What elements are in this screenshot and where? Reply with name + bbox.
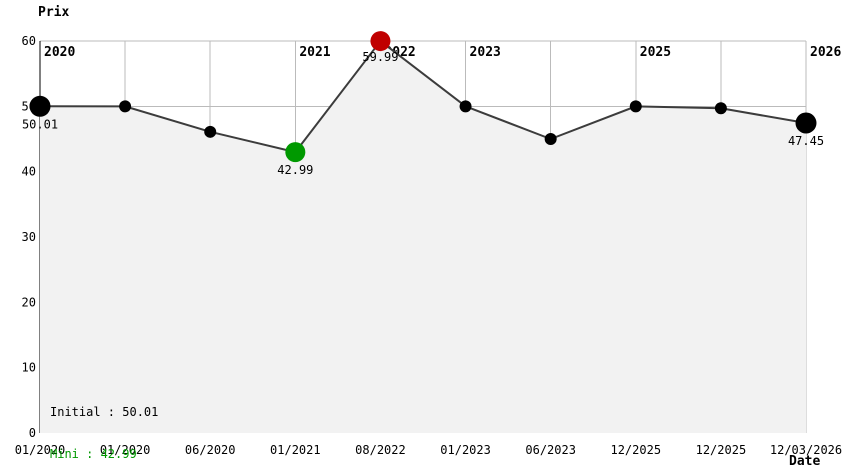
y-axis-title: Prix <box>38 5 70 20</box>
y-tick-label: 40 <box>22 165 36 179</box>
x-tick-label: 12/03/2026 <box>770 443 842 457</box>
area-fill <box>40 41 806 433</box>
x-tick-label: 12/2025 <box>610 443 661 457</box>
x-tick-label: 08/2022 <box>355 443 406 457</box>
point-value-label: 47.45 <box>788 134 824 148</box>
legend-initial: Initial : 50.01 <box>50 405 159 419</box>
legend: Initial : 50.01 Mini : 42.99 Max : 59.99… <box>50 377 158 474</box>
y-tick-label: 20 <box>22 295 36 309</box>
data-point-min <box>285 142 306 163</box>
year-label: 2026 <box>810 45 841 60</box>
data-point <box>204 125 217 138</box>
y-tick-label: 10 <box>22 361 36 375</box>
data-point <box>714 102 727 115</box>
point-value-label: 42.99 <box>277 163 313 177</box>
point-value-label: 50.01 <box>22 117 58 131</box>
data-point-max <box>370 31 391 52</box>
price-line <box>39 40 807 154</box>
year-label: 2021 <box>299 45 330 60</box>
legend-min: Mini : 42.99 <box>50 447 137 461</box>
x-tick-label: 01/2020 <box>100 443 151 457</box>
y-tick-label: 30 <box>22 230 36 244</box>
year-label: 2025 <box>640 45 671 60</box>
x-tick-label: 01/2021 <box>270 443 321 457</box>
point-value-label: 59.99 <box>362 50 398 64</box>
x-tick-label: 01/2020 <box>15 443 66 457</box>
year-label: 2023 <box>470 45 501 60</box>
year-label: 2020 <box>44 45 75 60</box>
y-tick-label: 60 <box>22 34 36 48</box>
data-point-initial <box>29 95 51 117</box>
x-tick-label: 06/2020 <box>185 443 236 457</box>
x-tick-label: 06/2023 <box>525 443 576 457</box>
data-point <box>629 100 642 113</box>
data-point-current <box>795 112 817 134</box>
x-axis-title: Date <box>789 454 821 469</box>
x-tick-label: 12/2025 <box>696 443 747 457</box>
data-point <box>119 100 132 113</box>
y-tick-label: 0 <box>29 426 36 440</box>
data-point <box>459 100 472 113</box>
x-tick-label: 01/2023 <box>440 443 491 457</box>
data-point <box>544 133 557 145</box>
